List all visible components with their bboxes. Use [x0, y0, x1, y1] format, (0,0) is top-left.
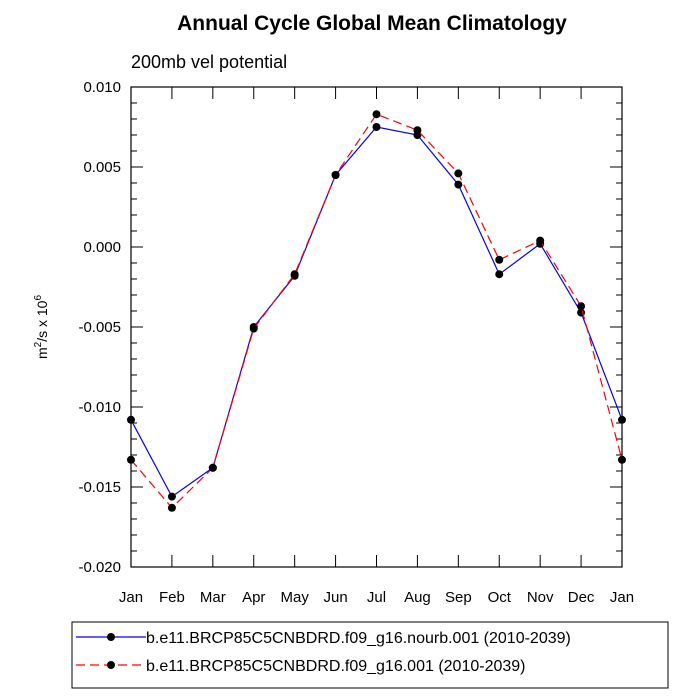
- data-point: [331, 171, 340, 179]
- x-tick-labels: Jan Feb Mar Apr May Jun Jul Aug Sep Oct Nov Dec Jan: [119, 589, 634, 606]
- x-tick-label: May: [280, 589, 309, 606]
- x-tick-label: Dec: [568, 589, 595, 606]
- data-point: [413, 126, 422, 135]
- x-tick-label: Jan: [610, 589, 634, 606]
- y-tick-label: 0.010: [83, 79, 121, 96]
- data-point: [127, 455, 135, 464]
- legend-label: b.e11.BRCP85C5CNBDRD.f09_g16.nourb.001 (…: [146, 630, 571, 647]
- data-point: [167, 492, 176, 501]
- data-point: [127, 415, 135, 424]
- y-tick-label: -0.005: [78, 319, 121, 336]
- series-2: [127, 110, 626, 512]
- y-tick-label: 0.000: [83, 239, 121, 256]
- data-point: [577, 302, 586, 311]
- data-point: [372, 110, 381, 119]
- data-point: [208, 463, 217, 472]
- data-point: [249, 324, 258, 333]
- data-point: [167, 503, 176, 512]
- y-tick-label: 0.005: [83, 159, 121, 176]
- data-point: [618, 415, 626, 424]
- axis-ticks: [130, 86, 623, 568]
- data-point: [372, 123, 381, 131]
- legend: b.e11.BRCP85C5CNBDRD.f09_g16.nourb.001 (…: [76, 630, 571, 675]
- legend-marker: [107, 661, 115, 669]
- data-point: [454, 169, 463, 178]
- data-point: [454, 180, 463, 189]
- x-tick-label: Jan: [119, 589, 143, 606]
- x-tick-label: Jun: [323, 589, 347, 606]
- x-tick-label: Apr: [242, 589, 265, 606]
- data-point: [536, 236, 545, 245]
- data-point: [495, 270, 504, 279]
- data-point: [290, 270, 299, 279]
- x-tick-label: Sep: [445, 589, 472, 606]
- legend-box: [71, 621, 669, 689]
- plot-frame: [130, 86, 623, 568]
- y-axis-label: m2/s x 106: [33, 295, 50, 359]
- x-tick-label: Mar: [200, 589, 226, 606]
- chart-title: Annual Cycle Global Mean Climatology: [177, 12, 567, 35]
- chart-subtitle: 200mb vel potential: [131, 52, 287, 72]
- series-1: [127, 123, 626, 501]
- y-tick-label: -0.020: [78, 559, 121, 576]
- legend-label: b.e11.BRCP85C5CNBDRD.f09_g16.001 (2010-2…: [146, 658, 525, 675]
- legend-marker: [107, 633, 115, 641]
- x-tick-label: Oct: [488, 589, 512, 606]
- x-tick-label: Jul: [367, 589, 386, 606]
- data-point: [618, 455, 626, 464]
- y-tick-label: -0.015: [78, 479, 121, 496]
- x-tick-label: Aug: [404, 589, 431, 606]
- series-line: [130, 126, 623, 498]
- series-line: [130, 113, 623, 509]
- data-point: [495, 255, 504, 264]
- series-layer: [127, 110, 626, 512]
- x-tick-label: Feb: [159, 589, 185, 606]
- x-tick-label: Nov: [527, 589, 554, 606]
- y-tick-labels: -0.020 -0.015 -0.010 -0.005 0.000 0.005 0.010: [78, 79, 121, 576]
- y-tick-label: -0.010: [78, 399, 121, 416]
